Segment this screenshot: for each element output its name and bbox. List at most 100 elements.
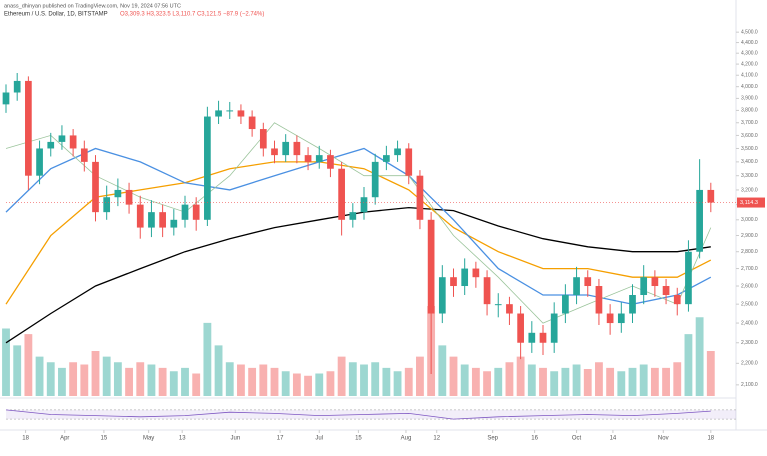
volume-bar [404,367,413,396]
volume-bar [326,371,335,396]
y-tick-label: 4,500.0 [741,29,758,35]
candle-body [562,295,569,314]
candle-body [617,313,625,324]
volume-bar [102,356,111,396]
y-tick-label: 3,200.0 [741,187,758,193]
volume-bar [382,367,391,396]
x-tick-label: 17 [277,436,284,442]
y-tick-label: 2,700.0 [741,266,758,272]
last-price-label: 3,114.3 [740,200,758,206]
volume-bar [539,367,547,396]
volume-bar [684,334,693,396]
volume-bar [471,367,480,396]
volume-bar [214,345,223,396]
volume-bar [438,345,447,396]
last-price-box [737,197,765,208]
x-tick-label: May [143,436,154,442]
publisher: anass_dhinyan published on TradingView.c… [4,3,181,9]
y-tick-label: 3,700.0 [741,120,758,126]
candle-body [92,161,99,213]
volume-bar [583,369,592,396]
candle-body [438,277,446,314]
candle-body [271,148,278,156]
candle-body [338,168,345,220]
candle-body [685,251,692,305]
candle-body [651,277,659,287]
volume-bar [360,364,368,396]
candle-body [416,175,424,220]
candle-body [640,277,648,296]
y-tick-label: 3,500.0 [741,146,758,152]
candle-body [349,212,357,220]
y-tick-label: 2,400.0 [741,320,758,326]
candle-body [248,116,256,130]
candle-body [472,268,480,278]
x-tick-label: Apr [60,436,69,442]
candle-body [215,110,222,117]
volume-bar [237,364,245,396]
x-tick-label: 12 [433,436,440,442]
candle-body [606,313,614,324]
x-tick-label: 15 [355,436,362,442]
candle-body [383,155,390,162]
volume-bar [662,367,670,396]
candle-body [181,204,189,220]
volume-bar [348,362,357,396]
candle-body [528,332,536,343]
x-tick-label: 15 [101,436,108,442]
volume-bar [494,367,503,396]
x-tick-label: 18 [22,436,29,442]
x-tick-label: Jun [231,436,241,442]
x-tick-label: Sep [487,436,498,442]
volume-bar [147,364,156,396]
volume-bar [617,371,626,396]
candle-body [483,277,491,305]
volume-bar [483,371,491,396]
volume-bar [315,373,324,396]
rsi-line [5,409,711,420]
y-tick-label: 2,300.0 [741,340,758,346]
x-tick-label: Oct [572,436,582,442]
volume-bar [270,367,279,396]
candle-body [47,141,55,149]
candle-body [159,212,166,228]
candle-body [36,148,43,176]
x-tick-label: 14 [610,436,617,442]
candle-body [584,277,592,287]
y-tick-label: 2,900.0 [741,233,758,239]
volume-bar [46,362,55,396]
volume-bar [192,373,201,396]
candle-body [259,129,267,149]
x-tick-label: Nov [658,436,669,442]
y-tick-label: 3,800.0 [741,108,758,114]
candle-body [629,295,636,314]
candle-body [114,189,122,198]
volume-bar [225,362,234,396]
candle-body [461,268,469,287]
volume-bar [449,356,458,396]
y-tick-label: 4,100.0 [741,73,758,79]
volume-bar [158,367,167,396]
volume-bar [673,362,682,396]
y-tick-label: 2,100.0 [741,382,758,388]
candle-body [192,204,200,220]
candle-body [293,141,301,156]
candle-body [673,295,681,305]
x-tick-label: 18 [707,436,714,442]
x-tick-label: Aug [401,436,412,442]
moving-average [5,122,712,324]
candle-body [539,332,547,343]
candle-body [136,204,144,228]
volume-bar [24,334,33,396]
y-tick-label: 3,600.0 [741,133,758,139]
candle-body [69,135,77,149]
volume-bar [371,362,380,396]
volume-bar [91,351,100,396]
candle-body [662,286,670,296]
volume-bar [203,322,212,396]
candle-body [371,161,379,198]
volume-bar [281,371,290,396]
candle-body [170,219,178,228]
candle-body [450,277,457,287]
volume-bar [606,367,615,396]
